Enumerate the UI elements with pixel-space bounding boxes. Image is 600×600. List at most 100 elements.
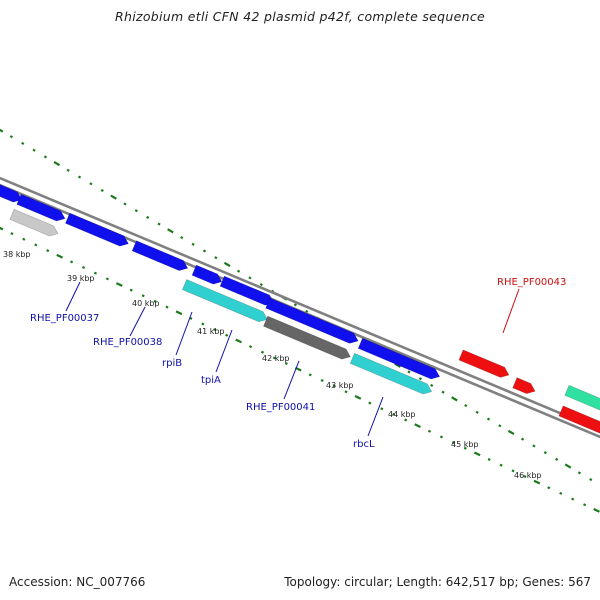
outer-ring-major-tick <box>0 128 4 133</box>
gene-label-leader-line <box>215 329 233 373</box>
outer-ring-minor-tick <box>555 457 559 461</box>
sequence-summary: Topology: circularLength: 642,517 bpGene… <box>284 575 591 589</box>
outer-ring-minor-tick <box>577 471 581 475</box>
inner-ring-minor-tick <box>34 243 38 247</box>
gene-features <box>0 182 600 434</box>
inner-ring-minor-tick <box>22 237 26 241</box>
inner-ring-minor-tick <box>332 384 336 388</box>
outer-ring-major-tick <box>110 194 117 200</box>
outer-ring-major-tick <box>451 396 458 402</box>
outer-ring-minor-tick <box>486 417 491 421</box>
map-title: Rhizobium etli CFN 42 plasmid p42f, comp… <box>114 9 485 24</box>
outer-ring-minor-tick <box>293 303 297 307</box>
outer-ring-minor-tick <box>21 141 25 146</box>
inner-ring-minor-tick <box>439 435 444 439</box>
gene-label: tpiA <box>201 375 221 386</box>
gene-label-leader-line <box>367 396 384 437</box>
kbp-tick-label: 41 kbp <box>197 327 225 336</box>
inner-ring-minor-tick <box>81 266 86 270</box>
outer-ring-minor-tick <box>259 283 263 287</box>
length-text: Length: 642,517 bp <box>389 575 515 589</box>
kbp-tick-label: 39 kbp <box>67 274 95 283</box>
outer-ring-minor-tick <box>66 168 70 172</box>
outer-ring-minor-tick <box>418 377 422 381</box>
outer-tick-ring <box>0 128 593 482</box>
outer-ring-major-tick <box>53 161 61 167</box>
kbp-tick-label: 42 kbp <box>262 354 290 363</box>
inner-ring-minor-tick <box>201 322 205 326</box>
inner-ring-major-tick <box>235 338 242 344</box>
gene-label-leader-line <box>175 311 193 356</box>
inner-ring-minor-tick <box>70 260 74 264</box>
outer-ring-minor-tick <box>214 256 218 260</box>
outer-ring-minor-tick <box>248 276 252 280</box>
inner-ring-major-tick <box>593 508 600 513</box>
gene-arrow-forward <box>131 240 189 271</box>
outer-ring-minor-tick <box>430 383 434 387</box>
inner-ring-minor-tick <box>260 350 265 354</box>
gene-arrow-forward <box>16 193 66 222</box>
inner-ring-minor-tick <box>272 356 276 360</box>
outer-ring-minor-tick <box>146 215 150 219</box>
inner-ring-minor-tick <box>511 469 515 473</box>
inner-ring-minor-tick <box>451 441 455 445</box>
inner-ring-major-tick <box>533 479 541 485</box>
inner-ring-minor-tick <box>571 497 575 501</box>
outer-ring-minor-tick <box>589 477 593 482</box>
inner-ring-major-tick <box>115 282 123 287</box>
gene-arrow-forward <box>0 182 23 203</box>
gene-arrow-pseudo <box>263 315 351 360</box>
inner-ring-minor-tick <box>284 362 288 366</box>
gene-label: rpiB <box>162 358 182 369</box>
gene-label: RHE_PF00043 <box>497 277 566 288</box>
outer-ring-minor-tick <box>498 424 502 428</box>
inner-ring-minor-tick <box>499 463 503 467</box>
inner-ring-minor-tick <box>10 232 14 236</box>
gene-arrow-forward <box>265 297 359 344</box>
outer-ring-minor-tick <box>464 404 468 408</box>
gene-arrow-forward <box>65 212 129 247</box>
inner-tick-ring <box>0 226 600 513</box>
kbp-tick-label: 46 kbp <box>514 471 542 480</box>
gene-label: RHE_PF00037 <box>30 313 99 324</box>
outer-ring-minor-tick <box>236 269 241 273</box>
inner-ring-major-tick <box>354 395 362 400</box>
outer-ring-minor-tick <box>9 135 13 139</box>
gene-arrow-green <box>564 384 600 413</box>
inner-ring-minor-tick <box>105 277 109 281</box>
inner-ring-minor-tick <box>141 294 145 298</box>
inner-ring-minor-tick <box>368 401 372 405</box>
kbp-tick-labels: 38 kbp 39 kbp 40 kbp 41 kbp 42 kbp 43 kbp 44 k… <box>3 250 542 480</box>
gene-arrow-gray <box>9 208 59 237</box>
inner-ring-minor-tick <box>320 378 324 382</box>
topology-text: Topology: circular <box>284 575 389 589</box>
gene-label: rbcL <box>353 439 375 450</box>
gene-arrow-red <box>512 377 536 394</box>
kbp-tick-label: 44 kbp <box>388 410 416 419</box>
outer-ring-minor-tick <box>407 370 411 374</box>
gene-label: RHE_PF00038 <box>93 337 162 348</box>
gene-label: RHE_PF00041 <box>246 402 315 413</box>
outer-ring-minor-tick <box>441 390 445 394</box>
inner-ring-minor-tick <box>225 333 229 337</box>
inner-ring-minor-tick <box>487 458 491 462</box>
outer-ring-minor-tick <box>100 188 104 193</box>
outer-ring-minor-tick <box>77 175 82 179</box>
inner-ring-minor-tick <box>344 390 348 394</box>
inner-ring-minor-tick <box>213 328 217 332</box>
inner-ring-major-tick <box>0 226 4 231</box>
inner-ring-minor-tick <box>583 503 587 507</box>
outer-ring-minor-tick <box>191 242 195 246</box>
inner-ring-minor-tick <box>559 491 563 495</box>
inner-ring-major-tick <box>175 310 183 316</box>
outer-ring-minor-tick <box>543 451 547 455</box>
gene-label-leader-line <box>283 360 300 400</box>
backbone-line-outer <box>0 176 600 432</box>
inner-ring-minor-tick <box>547 486 551 490</box>
outer-ring-minor-tick <box>180 235 184 240</box>
inner-ring-minor-tick <box>165 305 169 309</box>
outer-ring-minor-tick <box>532 444 536 448</box>
accession-text: Accession: NC_007766 <box>9 575 146 589</box>
